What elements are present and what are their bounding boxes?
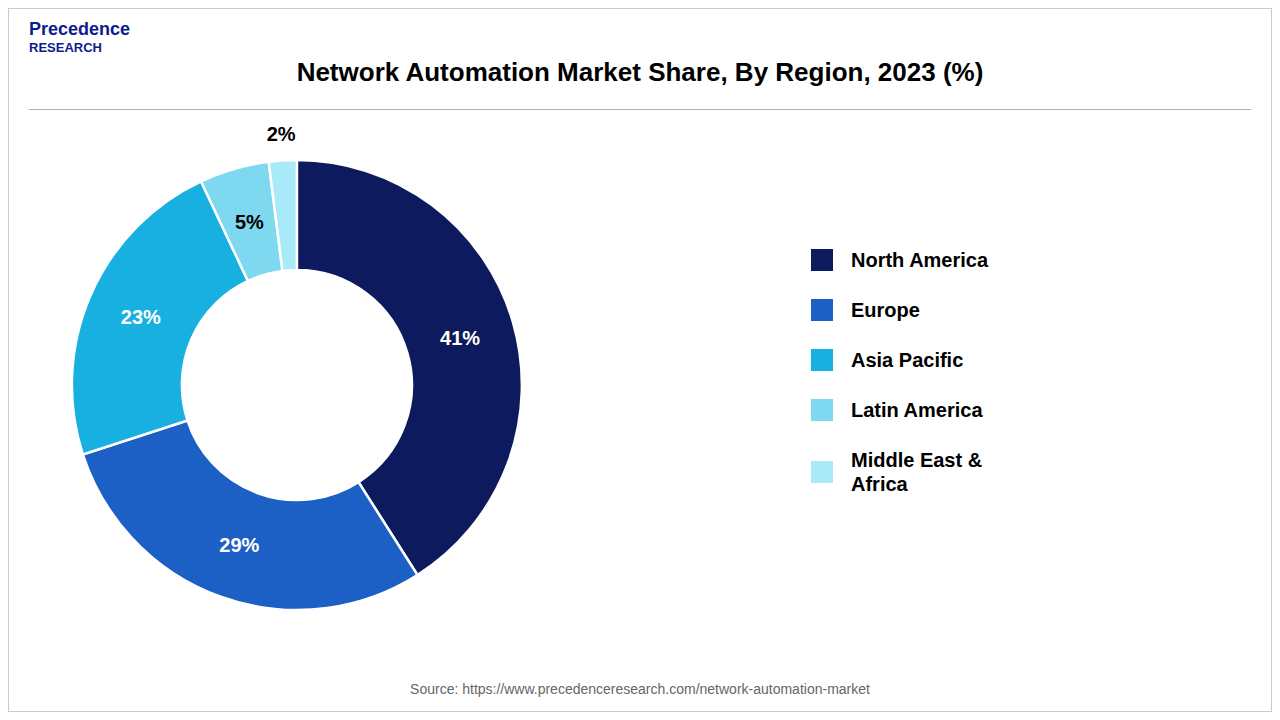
html-text:Network Automation Market Shar: Network Automation Market Share, By Regi… [296,57,984,87]
html-text:Latin America: Latin America [851,399,983,421]
html-text:Middle East & Africa: Middle East & Africa [851,449,983,495]
svg-text:23%: 23% [121,306,161,328]
html-text:Source: https://www.precedence: Source: https://www.precedenceresearch.c… [410,681,870,697]
html-text:North America: North America [851,249,989,271]
svg-text:41%: 41% [440,327,480,349]
html-text:RESEARCH: RESEARCH [29,40,102,55]
html-text:Asia Pacific: Asia Pacific [851,349,964,371]
svg-text:29%: 29% [219,534,259,556]
svg-text:5%: 5% [235,211,264,233]
svg-text:2%: 2% [267,123,296,145]
html-text:Europe: Europe [851,299,920,321]
html-text:Precedence: Precedence [29,19,131,39]
